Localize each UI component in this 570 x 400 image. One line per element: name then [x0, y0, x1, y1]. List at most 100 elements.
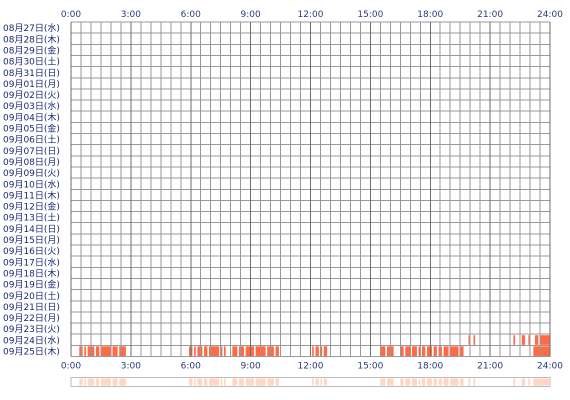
x-tick-label: 24:00	[537, 362, 563, 372]
activity-bar	[521, 335, 526, 345]
row-label: 09月16日(火)	[3, 246, 60, 257]
summary-bar	[238, 378, 244, 386]
summary-bar	[433, 378, 437, 386]
activity-bar	[540, 335, 550, 345]
row-label: 09月09日(火)	[3, 168, 60, 179]
row-label: 09月03日(水)	[3, 100, 60, 112]
summary-bar	[533, 378, 550, 386]
summary-bar	[112, 378, 118, 386]
summary-bar	[426, 378, 432, 386]
row-label: 09月05日(金)	[3, 123, 60, 135]
summary-bar	[232, 378, 238, 386]
summary-bar	[275, 378, 279, 386]
x-tick-label: 18:00	[417, 10, 443, 20]
summary-bar	[79, 378, 83, 386]
summary-bar	[194, 378, 196, 386]
activity-bar	[323, 346, 328, 356]
row-label: 09月15日(月)	[3, 235, 60, 246]
summary-bar	[245, 378, 254, 386]
summary-bar	[418, 378, 421, 386]
x-tick-label: 12:00	[298, 10, 324, 20]
summary-bar	[473, 378, 476, 386]
row-label: 09月01日(月)	[3, 79, 60, 90]
row-label: 08月31日(日)	[3, 68, 60, 79]
summary-bar	[197, 378, 203, 386]
x-tick-label: 9:00	[241, 362, 261, 372]
activity-bar	[513, 335, 516, 345]
activity-bar	[84, 346, 86, 356]
row-label: 09月12日(金)	[3, 201, 60, 213]
summary-bar	[528, 378, 531, 386]
x-tick-label: 15:00	[357, 362, 383, 372]
x-tick-label: 6:00	[181, 10, 201, 20]
grid	[70, 21, 551, 357]
activity-bar	[380, 346, 386, 356]
summary-bar	[119, 378, 126, 386]
summary-bar	[405, 378, 411, 386]
row-label: 09月18日(木)	[3, 267, 60, 279]
activity-bar	[528, 335, 531, 345]
summary-bar	[387, 378, 394, 386]
row-label: 09月13日(土)	[3, 212, 60, 224]
summary-bar	[468, 378, 471, 386]
activity-bar	[433, 346, 437, 356]
row-label: 09月21日(日)	[3, 302, 60, 313]
activity-bar	[204, 346, 208, 356]
summary-bar	[312, 378, 314, 386]
summary-bar	[84, 378, 86, 386]
summary-bar	[220, 378, 223, 386]
bottom-axis: 0:00 3:00 6:00 9:00 12:00 15:00 18:00 21:00 24:0…	[61, 362, 563, 372]
summary-bar	[411, 378, 417, 386]
activity-bar	[535, 335, 539, 345]
activity-bar	[400, 346, 404, 356]
summary-strip-frame	[70, 377, 551, 387]
row-label: 09月25日(木)	[3, 346, 60, 358]
summary-strip	[70, 377, 551, 387]
x-tick-label: 21:00	[477, 362, 503, 372]
row-label: 09月11日(木)	[3, 189, 60, 201]
activity-bar	[320, 346, 323, 356]
activity-bar	[312, 346, 314, 356]
activity-bar	[275, 346, 279, 356]
activity-bar	[194, 346, 196, 356]
summary-bar	[224, 378, 226, 386]
activity-bar	[473, 335, 476, 345]
x-tick-label: 3:00	[121, 10, 141, 20]
activity-bar	[421, 346, 426, 356]
row-label: 09月20日(土)	[3, 290, 60, 302]
row-label: 08月27日(水)	[3, 22, 60, 34]
activity-bar	[426, 346, 432, 356]
x-tick-label: 15:00	[357, 10, 383, 20]
summary-bar	[95, 378, 100, 386]
row-label: 09月08日(月)	[3, 157, 60, 168]
x-tick-label: 18:00	[417, 362, 443, 372]
row-label: 08月30日(土)	[3, 56, 60, 68]
summary-bar	[460, 378, 464, 386]
activity-bar	[197, 346, 203, 356]
row-label: 09月02日(火)	[3, 90, 60, 101]
row-label: 09月07日(日)	[3, 146, 60, 157]
summary-bar	[521, 378, 526, 386]
x-tick-label: 3:00	[121, 362, 141, 372]
summary-bar	[443, 378, 449, 386]
activity-bar	[232, 346, 238, 356]
row-label: 09月06日(土)	[3, 134, 60, 146]
summary-bar	[87, 378, 95, 386]
activity-bar	[224, 346, 226, 356]
top-axis: 0:00 3:00 6:00 9:00 12:00 15:00 18:00 21:00 24:0…	[61, 10, 563, 20]
x-tick-label: 0:00	[61, 10, 81, 20]
activity-bar	[95, 346, 100, 356]
activity-bar	[450, 346, 459, 356]
activity-bar	[405, 346, 411, 356]
row-labels: 08月27日(水)08月28日(木)08月29日(金)08月30日(土)08月3…	[3, 22, 60, 357]
activity-bar	[460, 346, 464, 356]
summary-bar	[513, 378, 516, 386]
summary-bar	[315, 378, 319, 386]
summary-bar	[204, 378, 208, 386]
row-label: 09月23日(火)	[3, 324, 60, 335]
summary-bar	[320, 378, 323, 386]
activity-bar	[100, 346, 111, 356]
row-label: 09月17日(水)	[3, 256, 60, 268]
summary-bar	[323, 378, 328, 386]
